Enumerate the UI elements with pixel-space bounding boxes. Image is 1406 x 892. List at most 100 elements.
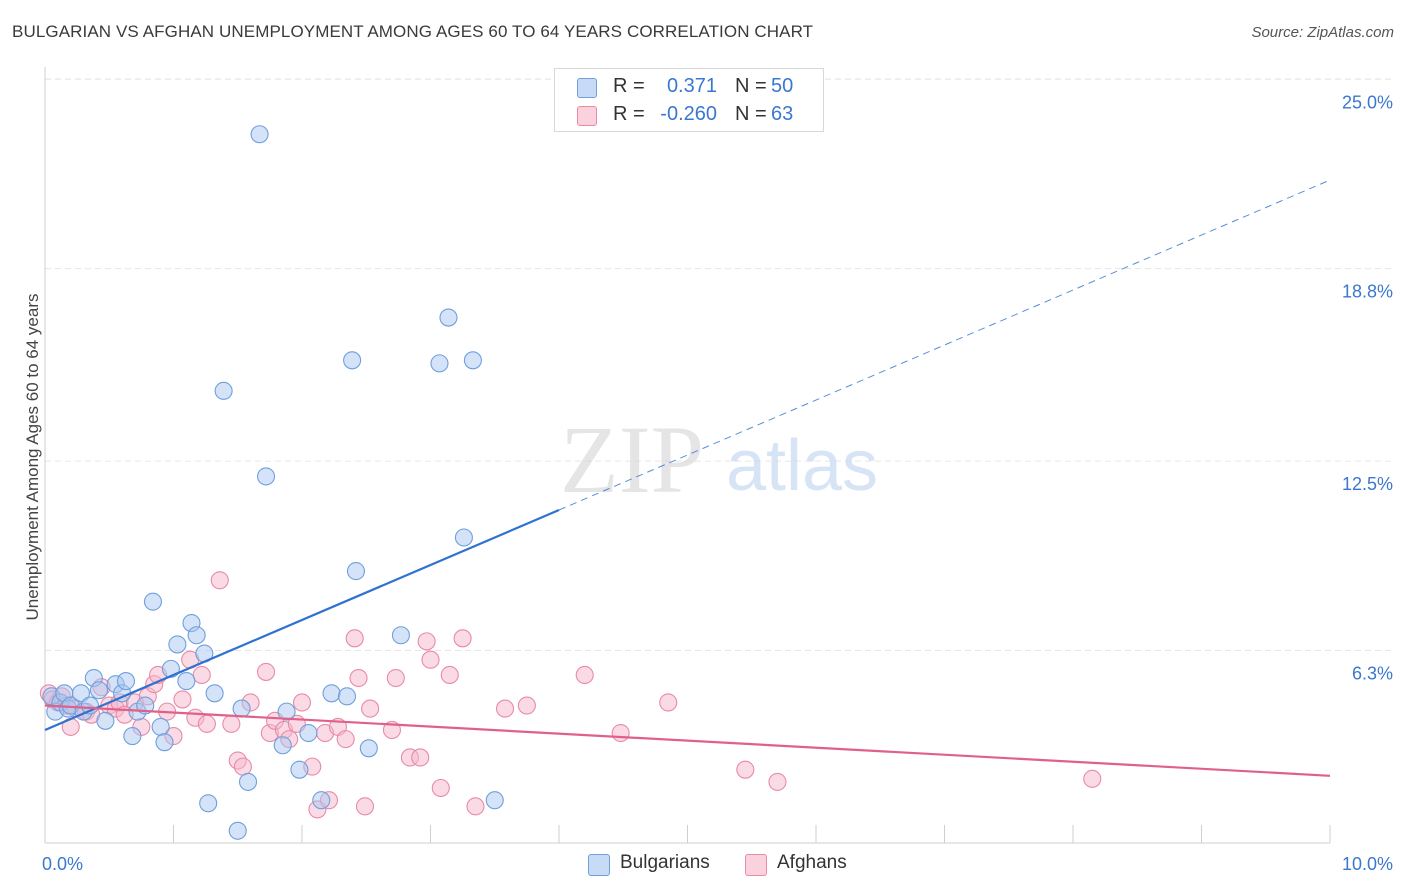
bulgarian-point <box>299 723 318 743</box>
afghan-point <box>466 797 485 816</box>
bulgarian-point <box>463 351 482 370</box>
afghan-point <box>173 690 192 709</box>
points-layer <box>39 125 1102 840</box>
bulgarian-trend-line <box>44 508 560 731</box>
bulgarian-point <box>250 125 269 144</box>
legend-n-value: 50 <box>771 75 794 97</box>
afghan-point <box>386 668 405 688</box>
bulgarian-point <box>290 760 309 779</box>
legend-swatch-pink <box>577 106 597 126</box>
y-tick-label: 18.8% <box>1342 282 1393 302</box>
afghan-point <box>336 730 355 749</box>
bulgarian-point <box>238 772 258 791</box>
bulgarian-point <box>151 717 170 736</box>
x-tick-label: 0.0% <box>42 854 83 874</box>
x-tick-label: 10.0% <box>1342 854 1393 874</box>
bulgarian-point <box>359 739 378 758</box>
trend-layer <box>44 179 1331 777</box>
legend-n-value: 63 <box>771 103 794 125</box>
afghan-point <box>736 760 755 779</box>
legend-row-bulgarians: R = 0.371 N = 50 <box>555 73 823 101</box>
afghan-point <box>611 723 630 743</box>
afghan-point <box>575 665 594 685</box>
afghan-point <box>440 665 459 685</box>
axis-layer: 6.3% 12.5% 18.8% 25.0% 0.0% 10.0% <box>42 67 1393 874</box>
y-tick-label: 6.3% <box>1352 664 1393 684</box>
bulgarian-point <box>391 626 410 645</box>
afghan-point <box>222 714 241 733</box>
bulgarian-point <box>214 381 233 400</box>
afghan-point <box>411 748 430 767</box>
afghan-point <box>349 668 368 688</box>
legend-r-label: R = <box>613 103 645 125</box>
legend-row-afghans: R = -0.260 N = 63 <box>555 101 823 129</box>
grid-layer <box>45 78 1393 652</box>
bulgarian-point <box>143 592 162 611</box>
bulgarian-point <box>116 672 136 691</box>
legend-r-value: 0.371 <box>666 75 717 97</box>
bulgarian-point <box>430 354 449 373</box>
bulgarian-point <box>89 681 109 700</box>
bulgarian-point <box>187 626 206 645</box>
legend-label-afghans: Afghans <box>777 852 847 873</box>
afghan-point <box>659 693 678 712</box>
bulgarian-point <box>439 308 458 327</box>
bulgarian-point <box>168 635 187 654</box>
legend-n-label: N = <box>735 75 767 97</box>
afghan-point <box>233 757 252 776</box>
watermark-zip: ZIP <box>560 406 704 513</box>
afghan-point <box>453 629 472 648</box>
bulgarian-point <box>228 821 247 840</box>
bulgarian-point <box>155 733 174 752</box>
bulgarian-point <box>343 351 362 370</box>
bulgarian-point <box>199 794 218 813</box>
afghan-point <box>361 699 380 718</box>
bulgarian-point <box>485 791 504 810</box>
bulgarian-point <box>454 528 473 547</box>
bulgarian-point <box>71 684 91 703</box>
bulgarian-point <box>205 684 224 703</box>
watermark-atlas: atlas <box>726 426 878 506</box>
bulgarian-point <box>123 727 142 746</box>
afghan-point <box>197 714 216 733</box>
afghan-point <box>210 571 229 590</box>
legend-r-label: R = <box>613 75 645 97</box>
afghan-point <box>417 632 436 651</box>
bulgarian-trend-extension <box>558 179 1331 511</box>
afghan-point <box>256 662 276 681</box>
bulgarian-point <box>96 711 115 730</box>
afghan-point <box>431 778 450 798</box>
y-tick-label: 12.5% <box>1342 474 1393 494</box>
afghan-point <box>292 693 312 712</box>
source-label: Source: ZipAtlas.com <box>1251 24 1394 41</box>
legend-n-label: N = <box>735 103 767 125</box>
legend-r-value: -0.260 <box>660 103 717 125</box>
series-legend: Bulgarians Afghans <box>0 852 1406 878</box>
legend-swatch-blue <box>577 78 597 98</box>
correlation-legend: R = 0.371 N = 50 R = -0.260 N = 63 <box>554 68 824 132</box>
bulgarian-point <box>256 467 276 486</box>
afghan-point <box>768 772 787 791</box>
bulgarian-point <box>273 736 292 755</box>
legend-swatch-bulgarians <box>588 854 610 876</box>
bulgarian-point <box>177 672 196 691</box>
bulgarian-point <box>161 659 180 678</box>
afghan-point <box>1083 769 1102 788</box>
afghan-point <box>495 699 515 718</box>
afghan-point <box>421 650 440 669</box>
bulgarian-point <box>277 702 296 721</box>
bulgarian-point <box>312 791 331 810</box>
chart-title: BULGARIAN VS AFGHAN UNEMPLOYMENT AMONG A… <box>12 22 814 41</box>
bulgarian-point <box>337 687 357 706</box>
legend-label-bulgarians: Bulgarians <box>620 852 710 873</box>
bulgarian-point <box>232 699 251 718</box>
afghan-point <box>192 665 211 685</box>
watermark: ZIP atlas <box>560 406 878 513</box>
afghan-trend-line <box>44 704 1331 777</box>
bulgarian-point <box>346 562 366 581</box>
y-tick-label: 25.0% <box>1342 92 1393 112</box>
legend-swatch-afghans <box>745 854 767 876</box>
afghan-point <box>517 696 536 715</box>
y-axis-title: Unemployment Among Ages 60 to 64 years <box>23 294 42 621</box>
